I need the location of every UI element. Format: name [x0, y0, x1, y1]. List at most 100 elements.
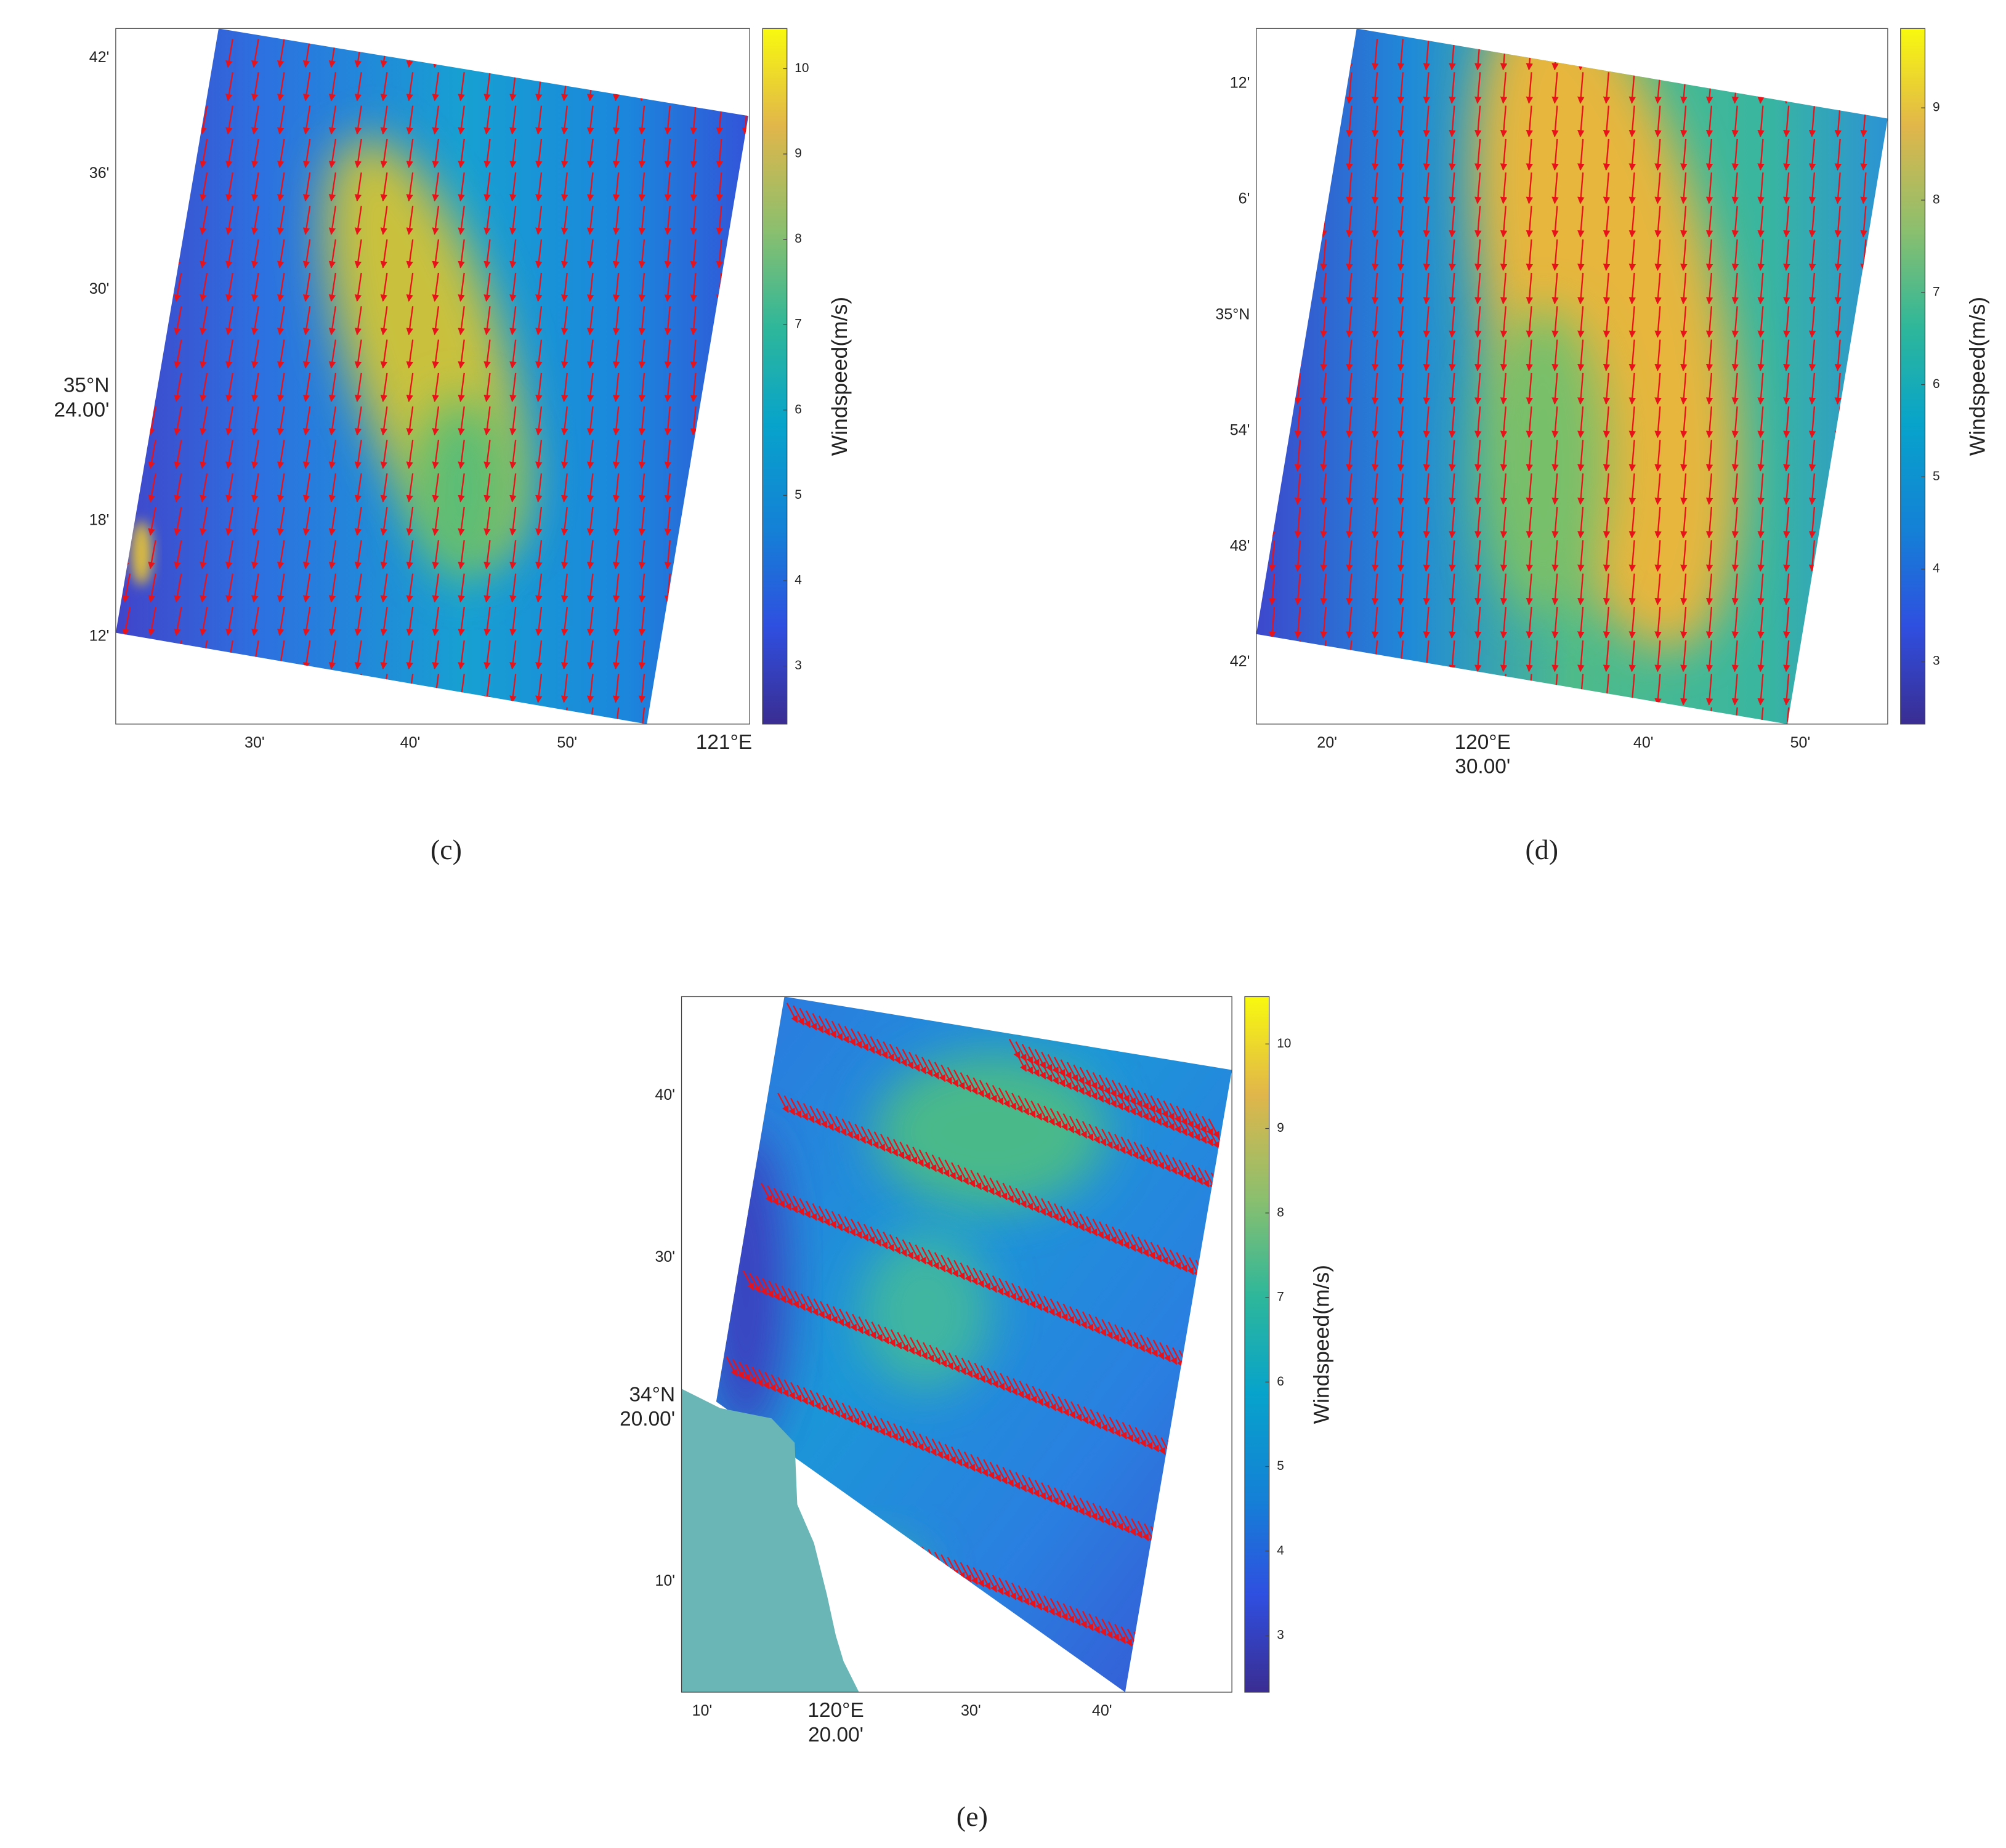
wind-arrow — [483, 473, 491, 502]
wind-arrow — [1346, 506, 1353, 539]
wind-arrow — [1163, 1531, 1175, 1552]
wind-arrow — [586, 105, 594, 135]
wind-arrow — [1783, 506, 1790, 539]
wind-arrow — [458, 105, 465, 135]
wind-arrow — [586, 674, 594, 703]
wind-arrow — [1680, 38, 1688, 71]
wind-arrow — [1294, 406, 1302, 438]
wind-arrow — [1603, 339, 1611, 371]
wind-arrow — [1654, 640, 1662, 672]
colorbar-tick-label: 10 — [1277, 1036, 1291, 1051]
wind-arrow — [458, 473, 465, 502]
wind-arrow — [928, 1059, 940, 1080]
wind-arrow — [1551, 440, 1559, 472]
wind-arrow — [1628, 473, 1636, 505]
wind-arrow — [1346, 339, 1353, 371]
wind-arrow — [870, 1036, 882, 1057]
wind-arrow — [174, 674, 182, 703]
wind-arrow — [1159, 1152, 1171, 1172]
wind-arrow — [380, 506, 388, 536]
wind-arrow — [535, 406, 543, 436]
colorbar-tick-label: 3 — [795, 658, 802, 672]
wind-arrow — [638, 272, 646, 302]
wind-arrow — [200, 540, 208, 570]
wind-arrow — [200, 506, 208, 536]
wind-arrow — [561, 339, 568, 369]
wind-arrow — [1217, 1365, 1229, 1386]
colorbar-tick-label: 6 — [795, 402, 802, 416]
wind-arrow — [1731, 339, 1739, 371]
wind-arrow — [148, 72, 156, 102]
wind-arrow — [664, 674, 672, 703]
panel-label: (c) — [431, 834, 462, 865]
wind-arrow — [535, 339, 543, 369]
wind-arrow — [1271, 707, 1276, 724]
wind-arrow — [1577, 105, 1585, 137]
wind-arrow — [1551, 607, 1559, 639]
wind-arrow — [251, 306, 259, 336]
wind-arrow — [225, 206, 234, 235]
wind-arrow — [354, 440, 362, 469]
wind-arrow — [124, 707, 131, 724]
wind-arrow — [1268, 172, 1276, 204]
wind-arrow — [1214, 1267, 1226, 1288]
wind-arrow — [1654, 573, 1662, 605]
wind-arrow — [1551, 339, 1559, 371]
wind-arrow — [1680, 306, 1688, 338]
wind-arrow — [1526, 440, 1533, 472]
wind-arrow — [483, 440, 491, 469]
wind-arrow — [1757, 239, 1765, 271]
wind-arrow — [1088, 1123, 1101, 1144]
wind-arrow — [458, 406, 465, 436]
wind-arrow — [302, 373, 311, 402]
wind-arrow — [1603, 440, 1611, 472]
wind-arrow — [1474, 640, 1482, 672]
wind-arrow — [302, 306, 311, 336]
wind-arrow — [432, 105, 440, 135]
wind-arrow — [1500, 239, 1508, 271]
wind-arrow — [803, 1103, 815, 1124]
wind-arrow — [561, 272, 568, 302]
wind-arrow — [1500, 506, 1508, 539]
wind-arrow — [1474, 440, 1482, 472]
wind-arrow — [1500, 105, 1508, 137]
wind-arrow — [535, 540, 543, 570]
wind-arrow — [1294, 38, 1302, 71]
wind-arrow — [1603, 473, 1611, 505]
wind-arrow — [664, 272, 672, 302]
wind-arrow — [277, 406, 285, 436]
wind-arrow — [1731, 38, 1739, 71]
colorbar-label: Windspeed(m/s) — [1965, 297, 1990, 456]
wind-arrow — [1603, 206, 1611, 238]
wind-arrow — [277, 38, 285, 68]
colorbar-label: Windspeed(m/s) — [1309, 1265, 1334, 1424]
wind-arrow — [1886, 363, 1888, 371]
wind-arrow — [174, 339, 182, 369]
wind-arrow — [851, 1518, 862, 1539]
wind-arrow — [841, 1118, 854, 1139]
wind-arrow — [1682, 707, 1687, 724]
wind-arrow — [458, 573, 465, 603]
wind-arrow — [1372, 105, 1379, 137]
wind-arrow — [175, 707, 182, 724]
wind-arrow — [328, 172, 337, 202]
wind-arrow — [1015, 1188, 1027, 1208]
wind-arrow — [1551, 640, 1559, 672]
wind-arrow — [1860, 674, 1867, 706]
wind-arrow — [509, 573, 517, 603]
wind-arrow — [1577, 373, 1585, 405]
wind-arrow — [1053, 1203, 1066, 1224]
wind-arrow — [535, 272, 543, 302]
wind-arrow — [612, 406, 620, 436]
wind-arrow — [1603, 373, 1611, 405]
wind-arrow — [1114, 1134, 1126, 1155]
wind-arrow — [354, 72, 362, 102]
wind-arrow — [251, 607, 259, 636]
wind-arrow — [863, 1033, 875, 1054]
wind-arrow — [354, 540, 362, 570]
wind-arrow — [716, 607, 723, 636]
wind-arrow — [277, 239, 285, 268]
wind-arrow — [1654, 239, 1662, 271]
wind-arrow — [851, 1635, 862, 1656]
